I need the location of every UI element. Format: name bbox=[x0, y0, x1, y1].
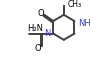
Text: O: O bbox=[37, 9, 44, 18]
Text: CH₃: CH₃ bbox=[67, 0, 81, 9]
Text: H₂N: H₂N bbox=[28, 24, 44, 33]
Text: N: N bbox=[44, 29, 51, 38]
Text: NH: NH bbox=[79, 19, 91, 28]
Text: O: O bbox=[35, 44, 42, 53]
